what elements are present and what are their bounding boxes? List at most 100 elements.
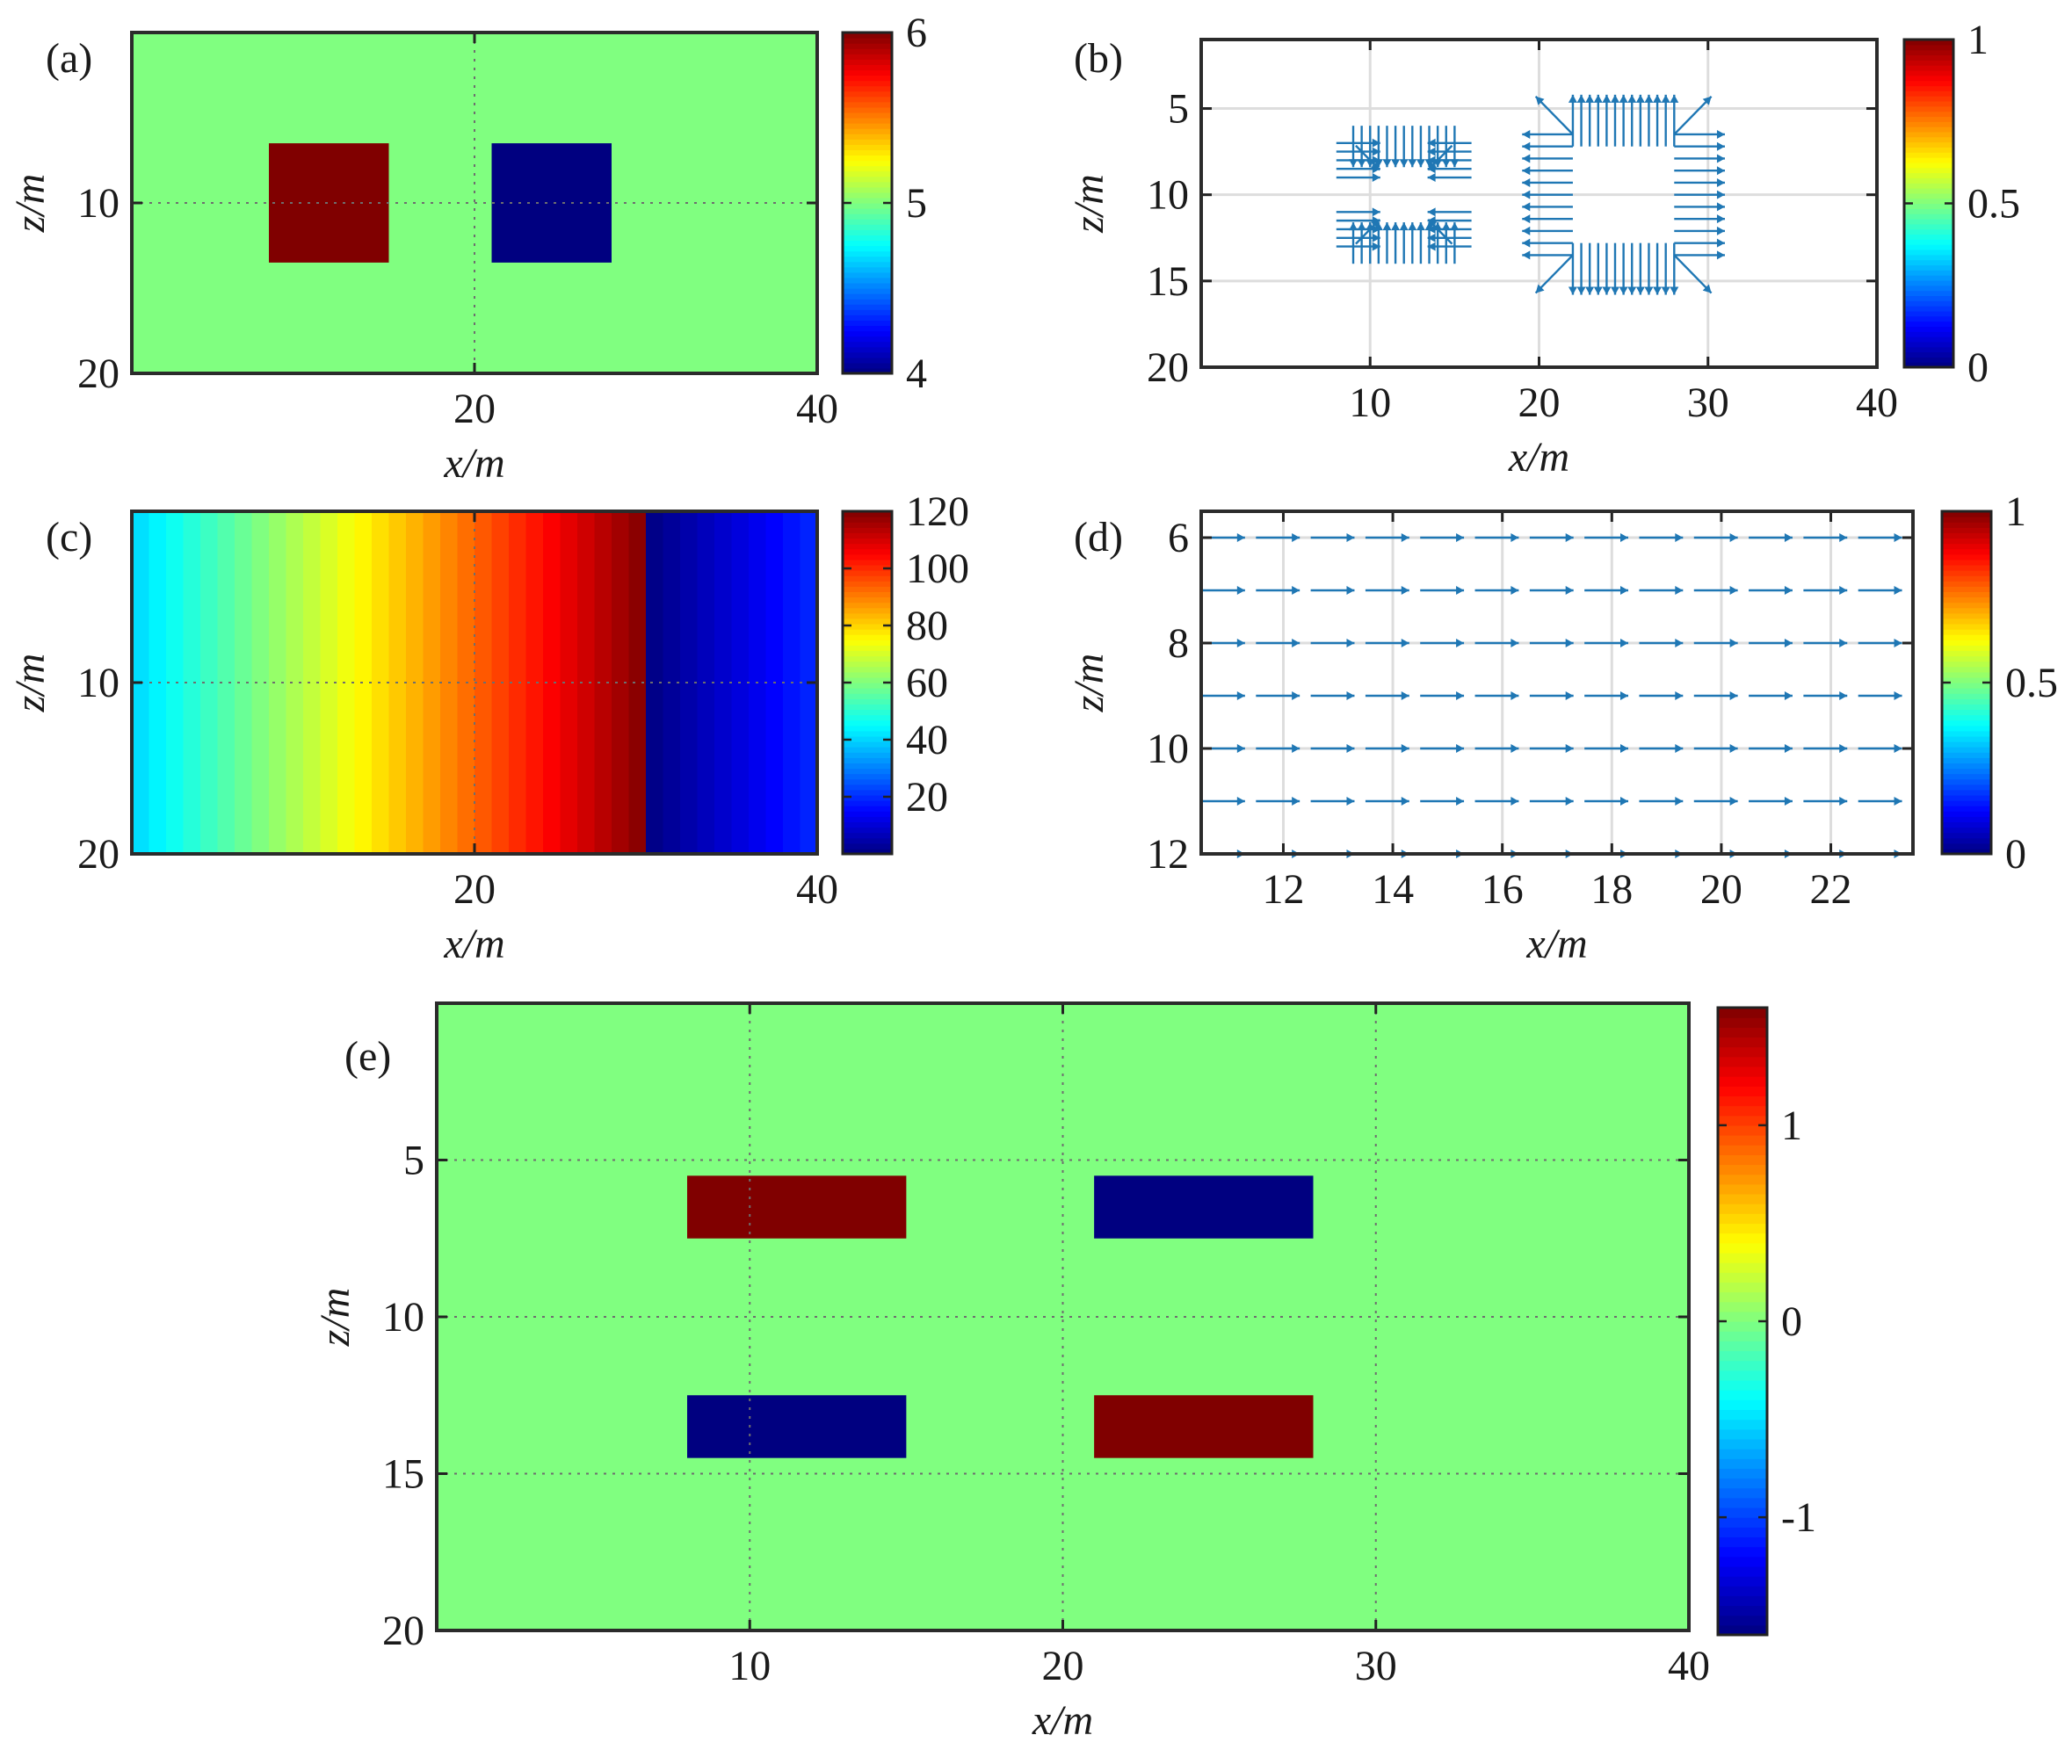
colorbar-tick-label: 20: [906, 774, 948, 821]
colorbar-band: [1904, 131, 1953, 138]
colorbar-band: [1942, 553, 1991, 560]
colorbar-band: [1904, 279, 1953, 286]
colorbar-band: [843, 43, 892, 49]
arrow: [1474, 691, 1519, 700]
colorbar-band: [1718, 1291, 1767, 1303]
arrow: [1693, 744, 1738, 753]
colorbar-band: [1942, 527, 1991, 533]
x-tick-label: 14: [1372, 866, 1414, 913]
arrow: [1365, 533, 1409, 542]
colorbar-band: [843, 38, 892, 44]
arrow: [1336, 138, 1380, 148]
colorbar-band: [1942, 794, 1991, 801]
arrow: [1635, 94, 1645, 147]
arrow: [1427, 144, 1453, 171]
colorbar-band: [1942, 837, 1991, 844]
colorbar-band: [1718, 1527, 1767, 1538]
arrow: [1522, 214, 1573, 224]
colorbar-band: [843, 266, 892, 273]
arrow: [1693, 533, 1738, 542]
colorbar-band: [1904, 341, 1953, 348]
colorbar-tick-label: 4: [906, 351, 927, 397]
arrow: [1336, 242, 1380, 251]
x-tick-label: 30: [1355, 1643, 1397, 1689]
colorbar-band: [843, 789, 892, 796]
colorbar-band: [843, 341, 892, 348]
arrow: [1639, 586, 1684, 595]
colorbar-band: [843, 256, 892, 263]
colorbar-band: [1904, 44, 1953, 51]
colorbar-band: [843, 709, 892, 716]
colorbar-band: [1942, 671, 1991, 678]
arrow: [1522, 141, 1573, 151]
colorbar-band: [1904, 244, 1953, 250]
panel-c: 20 40 10 20 x/m z/m (c) 20 40 60 80 100 120: [7, 488, 969, 967]
colorbar-band: [843, 85, 892, 92]
field-column: [354, 511, 373, 854]
y-tick-label: 10: [77, 660, 120, 706]
x-axis-label: x/m: [1508, 434, 1569, 481]
field-column: [525, 511, 544, 854]
colorbar-band: [1904, 357, 1953, 363]
y-tick-label: 5: [1168, 86, 1189, 133]
colorbar-band: [1904, 69, 1953, 76]
colorbar-band: [1942, 570, 1991, 576]
colorbar-band: [843, 811, 892, 817]
colorbar-band: [843, 730, 892, 737]
colorbar-band: [1904, 351, 1953, 358]
field-column: [509, 511, 527, 854]
colorbar-band: [843, 640, 892, 646]
field-column: [251, 511, 270, 854]
colorbar: 00.51: [1902, 17, 2020, 391]
arrow: [1201, 586, 1245, 595]
colorbar-band: [1718, 1223, 1767, 1234]
colorbar-band: [1942, 832, 1991, 839]
colorbar-band: [1942, 543, 1991, 550]
y-tick-label: 20: [77, 831, 120, 878]
colorbar-band: [1718, 1370, 1767, 1381]
colorbar-tick-label: 1: [1781, 1102, 1802, 1149]
arrow: [1585, 242, 1595, 295]
colorbar-band: [1942, 581, 1991, 587]
arrow: [1522, 177, 1573, 187]
colorbar-band: [843, 543, 892, 550]
colorbar-band: [843, 213, 892, 220]
panel-label: (c): [46, 514, 92, 560]
field-column: [491, 511, 510, 854]
colorbar-tick-label: 100: [906, 546, 969, 592]
arrow: [1639, 691, 1684, 700]
colorbar-band: [1904, 218, 1953, 225]
arrow: [1529, 744, 1574, 753]
arrow: [1674, 154, 1725, 163]
colorbar-band: [1718, 1204, 1767, 1214]
colorbar-band: [843, 203, 892, 209]
colorbar: 20 40 60 80 100 120: [841, 488, 969, 856]
x-tick-label: 40: [1668, 1643, 1710, 1689]
arrow: [1420, 744, 1465, 753]
arrow: [1674, 238, 1725, 248]
colorbar-band: [1942, 827, 1991, 834]
colorbar-band: [843, 144, 892, 150]
arrow: [1534, 254, 1574, 294]
colorbar-band: [843, 511, 892, 517]
colorbar-band: [843, 330, 892, 337]
arrow: [1420, 639, 1465, 647]
y-tick-label: 5: [403, 1138, 424, 1184]
colorbar-band: [843, 612, 892, 619]
colorbar-band: [1904, 167, 1953, 174]
colorbar-band: [1942, 517, 1991, 523]
arrow: [1674, 226, 1725, 235]
colorbar-band: [843, 794, 892, 801]
arrow: [1619, 242, 1628, 295]
colorbar-band: [1942, 709, 1991, 716]
colorbar-band: [1904, 85, 1953, 91]
colorbar-band: [843, 676, 892, 683]
arrow: [1474, 586, 1519, 595]
colorbar-band: [843, 591, 892, 598]
colorbar-band: [1942, 559, 1991, 566]
arrow: [1310, 639, 1355, 647]
colorbar-band: [1942, 752, 1991, 758]
arrow: [1427, 233, 1472, 242]
colorbar-band: [843, 719, 892, 727]
